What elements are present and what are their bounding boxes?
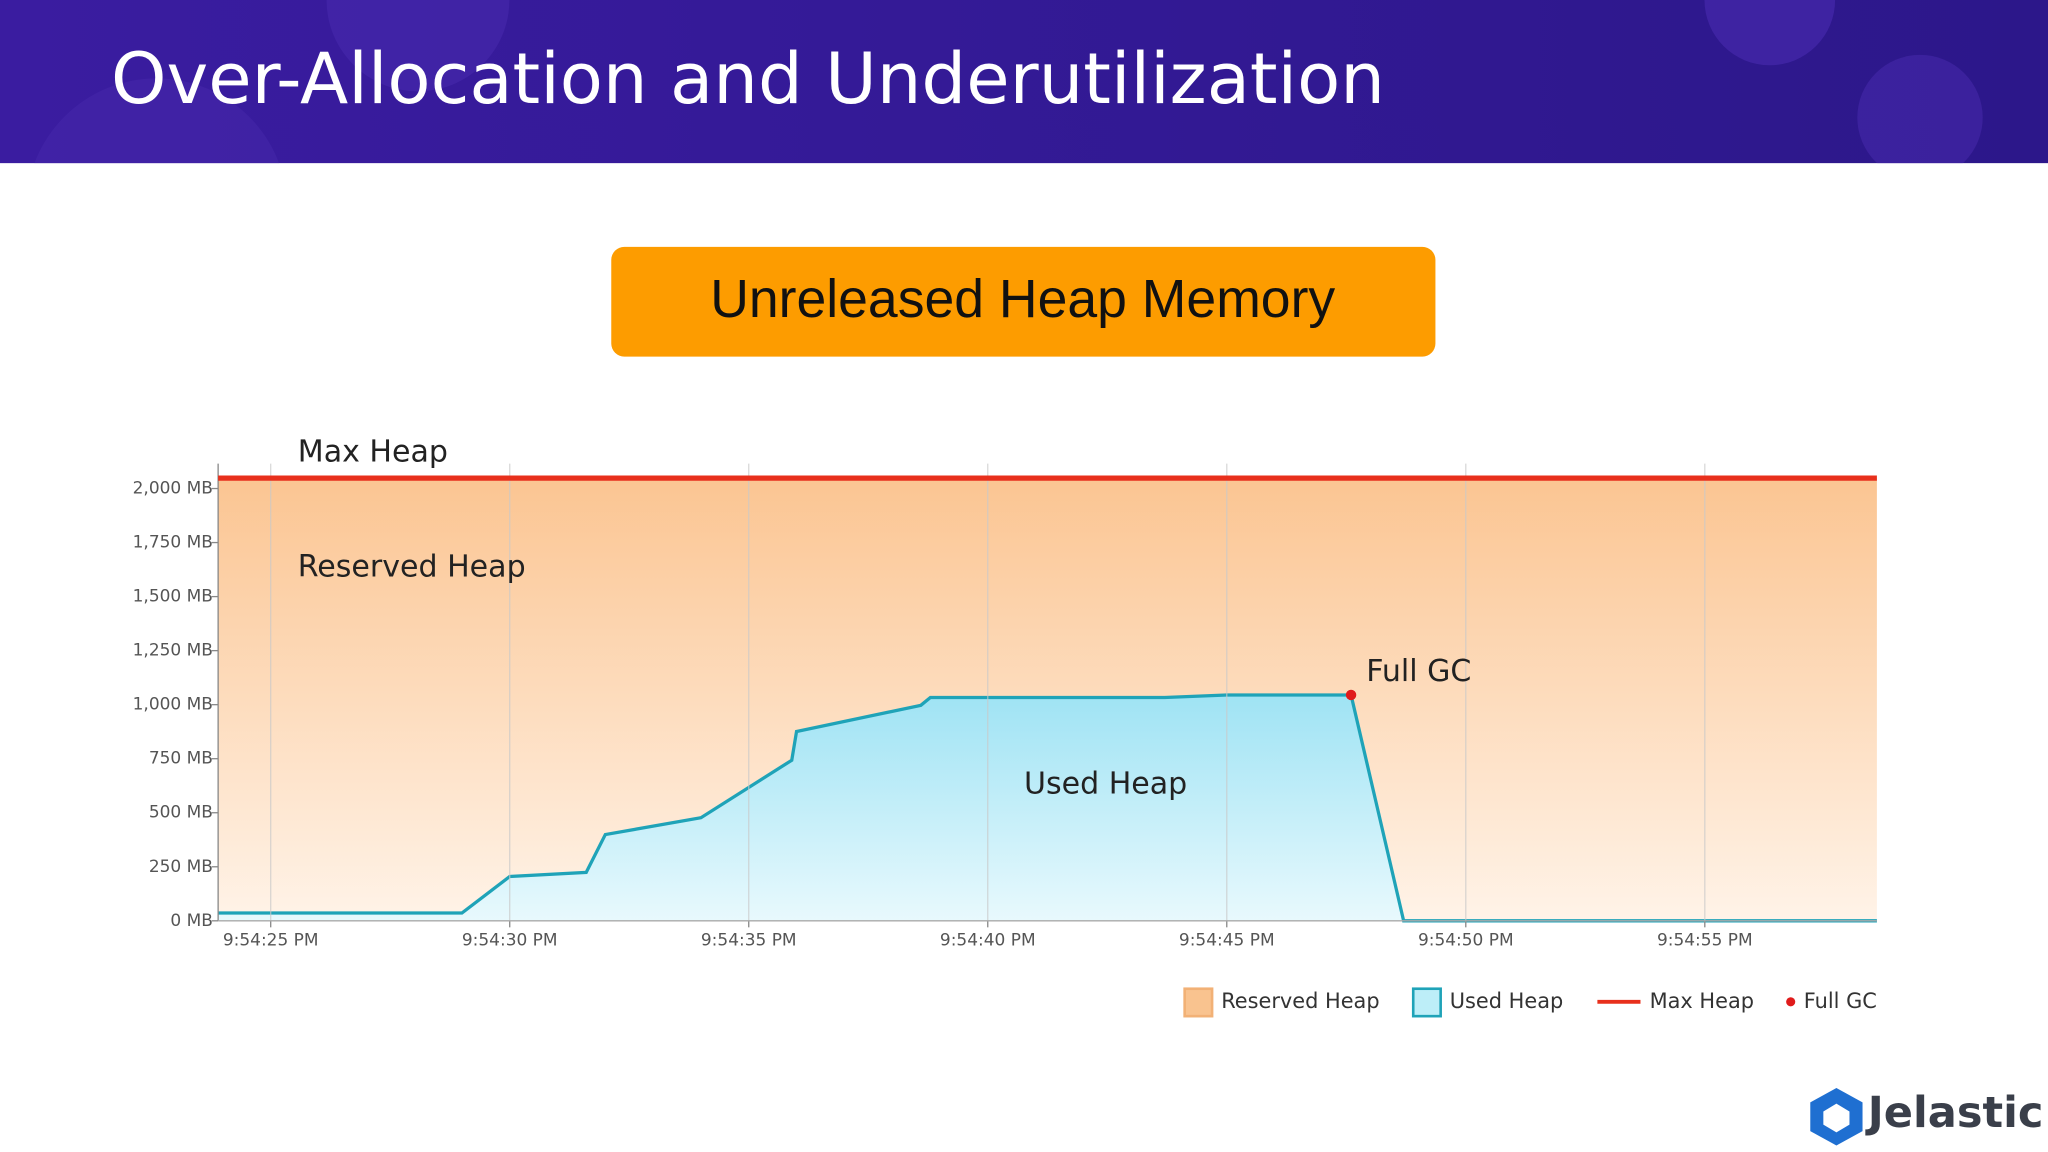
y-tick-label: 1,250 MB [133, 641, 213, 661]
logo: Jelastic [1810, 1088, 2043, 1146]
area-line [218, 693, 1877, 923]
decoration [1857, 54, 1983, 181]
x-tick-label: 9:54:45 PM [1179, 930, 1275, 950]
legend-swatch [1786, 997, 1796, 1007]
x-tick-label: 9:54:40 PM [940, 930, 1036, 950]
annotation: Max Heap [298, 435, 448, 470]
badge [611, 246, 1436, 357]
y-tick-label: 0 MB [170, 911, 212, 931]
x-tick-label: 9:54:30 PM [462, 930, 558, 950]
y-tick-label: 1,000 MB [133, 695, 213, 715]
slide-title: Over-Allocation and Underutilization [111, 38, 1385, 120]
legend-label: Max Heap [1650, 989, 1754, 1013]
y-tick-label: 500 MB [149, 803, 213, 823]
badge-text: Unreleased Heap Memory [710, 270, 1335, 329]
point [1345, 689, 1357, 701]
x-tick-label: 9:54:35 PM [701, 930, 797, 950]
chart: 9:54:25 PM 9:54:30 PM 9:54:35 PM 9:54:40 PM… [133, 435, 1877, 1018]
logo-icon [1823, 1103, 1850, 1133]
decoration [1704, 0, 1836, 66]
annotation: Used Heap [1024, 766, 1187, 801]
legend-label: Used Heap [1450, 989, 1563, 1013]
y-tick-label: 750 MB [149, 749, 213, 769]
area-fill [218, 694, 1877, 921]
x-tick-label: 9:54:25 PM [223, 930, 319, 950]
legend-label: Reserved Heap [1221, 989, 1379, 1013]
decoration [326, 0, 510, 92]
y-tick-label: 1,750 MB [133, 533, 213, 553]
y-tick-label: 1,500 MB [133, 587, 213, 607]
annotation: Full GC [1366, 654, 1471, 689]
legend-label: Full GC [1804, 989, 1877, 1013]
annotation: Reserved Heap [298, 550, 526, 585]
legend-swatch [1411, 987, 1442, 1018]
y-tick-label: 2,000 MB [133, 479, 213, 499]
logo-text: Jelastic [1865, 1088, 2044, 1138]
y-tick-label: 250 MB [149, 857, 213, 877]
x-tick-label: 9:54:55 PM [1657, 930, 1753, 950]
x-tick-label: 9:54:50 PM [1418, 930, 1514, 950]
legend-swatch [1183, 987, 1214, 1018]
